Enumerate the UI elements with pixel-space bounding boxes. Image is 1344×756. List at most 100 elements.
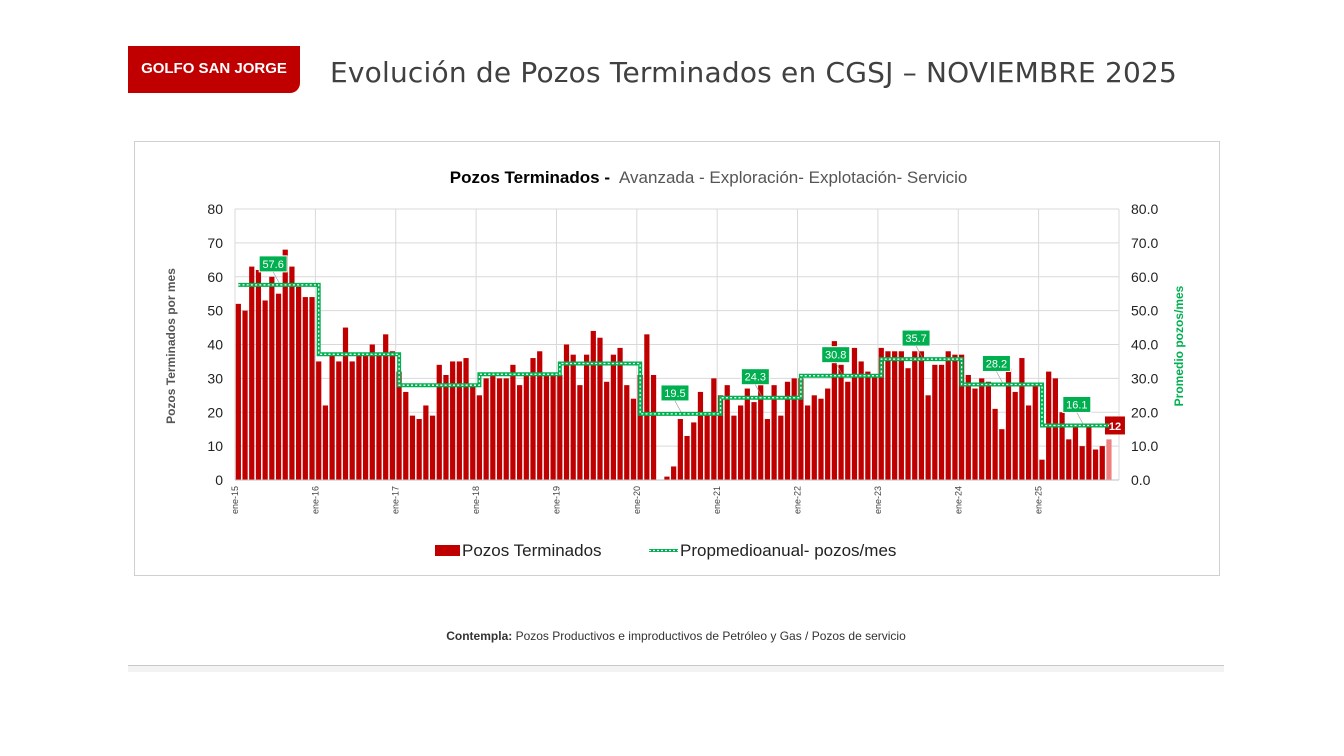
bar <box>858 361 864 480</box>
bar <box>604 381 610 480</box>
bar <box>644 334 650 480</box>
y-axis-left-label: Pozos Terminados por mes <box>164 268 178 424</box>
bar <box>818 398 824 480</box>
bar <box>985 381 992 480</box>
average-line-markers <box>238 284 1109 427</box>
bar <box>1039 459 1045 480</box>
bar <box>972 388 978 480</box>
bar <box>1019 358 1025 480</box>
bar <box>269 276 275 480</box>
last-value-label-box <box>1104 416 1125 435</box>
bar <box>979 378 985 480</box>
y-tick-right-label: 40.0 <box>1131 337 1158 353</box>
bar <box>610 354 616 480</box>
bar <box>530 358 536 480</box>
bar <box>302 297 308 480</box>
y-tick-right-label: 0.0 <box>1131 472 1151 488</box>
bar <box>959 354 965 480</box>
y-tick-right-label: 30.0 <box>1131 370 1158 386</box>
bar <box>362 354 369 480</box>
bar <box>637 374 643 480</box>
bar <box>724 385 730 480</box>
bar <box>892 351 898 480</box>
y-axis-right-label: Promedio pozos/mes <box>1172 285 1186 406</box>
bar <box>537 351 543 480</box>
average-label-leader <box>272 271 280 284</box>
x-tick-label: ene-22 <box>793 486 803 514</box>
bar <box>952 354 958 480</box>
footnote-label: Contempla: <box>446 629 513 643</box>
region-badge: GOLFO SAN JORGE <box>128 46 300 93</box>
bar <box>717 395 724 480</box>
bar <box>811 395 817 480</box>
bar <box>965 374 971 480</box>
average-line <box>238 282 1109 428</box>
legend-bars-label: Pozos Terminados <box>462 541 602 560</box>
bar <box>711 378 717 480</box>
bar <box>677 419 683 480</box>
bar <box>483 378 489 480</box>
y-tick-left-label: 50 <box>207 303 223 319</box>
axis-layer: 0 0.0 10 10.0 20 20.0 30 30.0 40 40.0 50 50.0 60 60.0… <box>207 201 1158 514</box>
bar <box>691 422 697 480</box>
bar <box>376 354 382 480</box>
bar <box>851 347 858 480</box>
average-label: 30.8 <box>825 350 846 362</box>
bar <box>630 398 637 480</box>
bar <box>356 354 362 480</box>
bar <box>885 351 891 480</box>
bar <box>791 378 797 480</box>
bar <box>624 385 630 480</box>
y-tick-left-label: 0 <box>215 472 223 488</box>
footnote: Contempla: Pozos Productivos e improduct… <box>0 629 1344 643</box>
grid-layer <box>234 208 1120 480</box>
bar <box>738 405 744 480</box>
bar <box>1092 449 1099 480</box>
chart-title-rest: Avanzada - Exploración- Explotación- Ser… <box>619 168 967 187</box>
y-tick-right-label: 10.0 <box>1131 438 1158 454</box>
bar <box>945 351 951 480</box>
bar <box>1005 368 1012 480</box>
bar <box>590 330 596 480</box>
y-tick-right-label: 60.0 <box>1131 269 1158 285</box>
bar <box>992 408 998 480</box>
bar <box>389 351 395 480</box>
bar <box>517 385 523 480</box>
bar <box>543 374 550 480</box>
bar <box>255 269 262 480</box>
y-tick-right-label: 80.0 <box>1131 201 1158 217</box>
bar <box>476 395 483 480</box>
bar <box>1012 391 1018 480</box>
legend-bar-swatch <box>435 545 460 556</box>
x-tick-label: ene-20 <box>632 486 642 514</box>
bar <box>1066 439 1072 480</box>
bar <box>235 303 241 480</box>
bar <box>296 286 302 480</box>
average-label: 35.7 <box>905 333 926 345</box>
bar <box>309 297 315 480</box>
bar <box>282 249 288 480</box>
average-label-leader <box>674 400 682 413</box>
bar <box>898 351 904 480</box>
bar <box>403 391 409 480</box>
bar <box>577 385 583 480</box>
average-line-layer: 12 57.6 19.5 24.3 30.8 35.7 28.2 16.1 <box>238 255 1125 435</box>
x-tick-label: ene-25 <box>1034 486 1044 514</box>
y-tick-left-label: 10 <box>207 438 223 454</box>
average-label-leader <box>996 371 1003 383</box>
bar <box>463 358 469 480</box>
bar <box>831 341 837 480</box>
bar <box>443 374 449 480</box>
bar <box>490 374 496 480</box>
bar <box>650 374 657 480</box>
y-tick-left-label: 40 <box>207 337 223 353</box>
bar <box>316 361 322 480</box>
bar <box>563 344 570 480</box>
average-label-leader <box>755 384 762 396</box>
bar <box>731 415 737 480</box>
bar <box>697 391 704 480</box>
last-value-label: 12 <box>1109 421 1121 433</box>
bar <box>804 405 811 480</box>
bar <box>456 361 462 480</box>
bar <box>329 354 335 480</box>
